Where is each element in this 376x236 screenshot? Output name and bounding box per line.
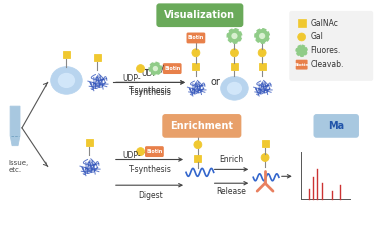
Text: Issue,: Issue, bbox=[8, 160, 29, 165]
Circle shape bbox=[136, 65, 144, 72]
Bar bbox=[94, 54, 100, 61]
Bar bbox=[259, 63, 265, 70]
Text: Cleavab.: Cleavab. bbox=[311, 60, 344, 69]
FancyBboxPatch shape bbox=[162, 114, 241, 138]
Text: Enrich: Enrich bbox=[220, 156, 244, 164]
Bar bbox=[86, 139, 92, 146]
Text: Biotin: Biotin bbox=[294, 63, 309, 67]
Text: UDP-: UDP- bbox=[123, 151, 141, 160]
FancyBboxPatch shape bbox=[188, 124, 207, 135]
Bar bbox=[297, 148, 354, 203]
Text: Digest: Digest bbox=[138, 191, 163, 200]
Bar bbox=[262, 140, 268, 147]
FancyBboxPatch shape bbox=[163, 63, 182, 74]
Circle shape bbox=[298, 33, 306, 41]
Circle shape bbox=[230, 49, 238, 57]
Text: etc.: etc. bbox=[8, 167, 21, 173]
Text: /: / bbox=[161, 64, 164, 73]
Text: or: or bbox=[211, 77, 221, 87]
Bar bbox=[193, 63, 199, 70]
Text: Gal: Gal bbox=[311, 33, 323, 42]
Text: T-synthesis: T-synthesis bbox=[129, 88, 172, 97]
Circle shape bbox=[136, 148, 144, 156]
Text: GalNAc: GalNAc bbox=[311, 19, 338, 28]
Circle shape bbox=[258, 49, 266, 57]
Circle shape bbox=[255, 29, 269, 43]
Bar bbox=[194, 155, 201, 162]
Polygon shape bbox=[10, 106, 20, 146]
Ellipse shape bbox=[51, 67, 82, 94]
Circle shape bbox=[192, 49, 200, 57]
Circle shape bbox=[194, 141, 202, 149]
Text: UDP-: UDP- bbox=[141, 69, 160, 79]
FancyBboxPatch shape bbox=[156, 3, 243, 27]
Bar bbox=[298, 19, 306, 27]
Text: Visualization: Visualization bbox=[164, 10, 235, 20]
Text: Biotin: Biotin bbox=[188, 35, 204, 40]
FancyBboxPatch shape bbox=[314, 114, 359, 138]
Ellipse shape bbox=[58, 73, 75, 88]
Text: Biotin: Biotin bbox=[190, 127, 206, 132]
Text: UDP-: UDP- bbox=[123, 74, 141, 83]
Circle shape bbox=[261, 154, 269, 161]
FancyBboxPatch shape bbox=[145, 146, 164, 157]
Circle shape bbox=[259, 33, 265, 39]
FancyBboxPatch shape bbox=[186, 33, 205, 43]
Circle shape bbox=[153, 66, 158, 71]
Circle shape bbox=[296, 45, 307, 56]
Ellipse shape bbox=[221, 76, 248, 100]
Circle shape bbox=[231, 33, 238, 39]
Text: Release: Release bbox=[217, 187, 246, 196]
Text: Biotin: Biotin bbox=[146, 149, 162, 154]
Bar bbox=[63, 51, 70, 58]
FancyBboxPatch shape bbox=[296, 60, 308, 70]
Text: Fluores.: Fluores. bbox=[311, 46, 341, 55]
Text: Enrichment: Enrichment bbox=[170, 121, 233, 131]
Text: T-synthesis: T-synthesis bbox=[129, 165, 172, 174]
Text: Ma: Ma bbox=[328, 121, 344, 131]
Text: Biotin: Biotin bbox=[164, 66, 180, 71]
Ellipse shape bbox=[227, 82, 242, 95]
Circle shape bbox=[227, 29, 241, 43]
Bar bbox=[231, 63, 238, 70]
FancyBboxPatch shape bbox=[290, 11, 373, 80]
Text: T-synthesis: T-synthesis bbox=[129, 86, 172, 95]
Circle shape bbox=[149, 63, 161, 75]
